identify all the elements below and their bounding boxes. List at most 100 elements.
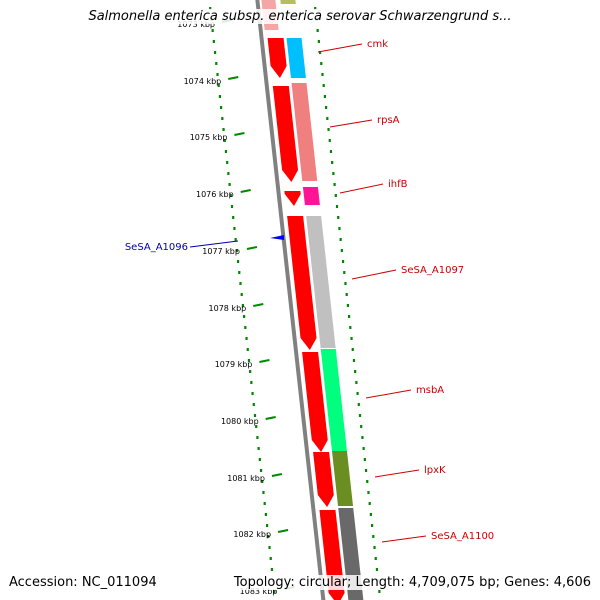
ruler-tick-mark [271, 473, 283, 477]
inner-tick-mark [348, 315, 351, 318]
inner-tick-mark [318, 51, 322, 54]
inner-tick-mark [333, 183, 336, 186]
inner-tick-mark [363, 458, 366, 461]
outer-tick-mark [228, 183, 231, 186]
cds-arrow [272, 86, 299, 182]
outer-tick-mark [261, 480, 264, 483]
outer-tick-mark [232, 216, 235, 219]
outer-tick-mark [224, 150, 228, 153]
accession-label: Accession: NC_011094 [9, 575, 157, 590]
outer-tick-mark [238, 271, 241, 274]
outer-tick-mark [213, 51, 217, 54]
inner-tick-mark [369, 513, 372, 516]
inner-tick-mark [374, 557, 377, 560]
gene-leader-line [381, 535, 427, 543]
outer-tick-mark [252, 403, 255, 406]
gene-label-sesa-a1096: SeSA_A1096 [125, 242, 188, 253]
outer-tick-mark [211, 29, 214, 32]
ruler-tick-mark [259, 359, 270, 363]
cds-arrow [287, 216, 317, 350]
ruler-tick-label: 1083 kbp [240, 587, 278, 596]
inner-tick-mark [316, 29, 319, 32]
outer-tick-mark [255, 425, 258, 428]
outer-tick-mark [270, 568, 274, 571]
ruler-tick-label: 1074 kbp [184, 77, 222, 86]
inner-tick-mark [372, 535, 375, 538]
inner-tick-mark [339, 238, 342, 241]
gene-label-ihfb: ihfB [388, 179, 408, 190]
outer-tick-mark [259, 469, 263, 472]
inner-tick-mark [323, 95, 327, 98]
ruler-tick-label: 1073 kbp [177, 20, 215, 29]
cds-arrow [267, 38, 287, 78]
gene-leader-line [189, 240, 239, 248]
inner-tick-mark [346, 304, 349, 307]
outer-tick-mark [234, 238, 237, 241]
outer-tick-mark [245, 337, 248, 340]
ruler-tick-label: 1079 kbp [215, 360, 253, 369]
outer-tick-mark [223, 139, 226, 142]
gene-labels: cmk rpsA ihfB SeSA_A1097 msbA lpxK SeSA_A1100 S… [125, 39, 494, 543]
gene-block-cmk [286, 38, 306, 78]
inner-tick-mark [375, 568, 379, 571]
inner-tick-mark [327, 128, 330, 131]
gene-label-rpsa: rpsA [377, 115, 400, 126]
cds-arrow [313, 452, 334, 507]
ruler-tick-mark [277, 529, 289, 533]
gene-block [280, 0, 296, 4]
inner-tick-mark [340, 249, 343, 252]
outer-tick-mark [250, 381, 253, 384]
outer-tick-mark [227, 172, 230, 175]
outer-tick-mark [221, 117, 224, 120]
ruler-tick-mark [228, 76, 239, 80]
outer-tick-mark [240, 293, 243, 296]
inner-tick-mark [332, 172, 335, 175]
outer-tick-mark [239, 282, 242, 285]
outer-tick-mark [249, 370, 252, 373]
outer-tick-mark [244, 326, 247, 329]
outer-tick-mark [212, 40, 215, 43]
outer-tick-mark [217, 84, 220, 87]
inner-tick-mark [352, 359, 356, 362]
ruler-tick-label: 1081 kbp [227, 474, 265, 483]
ruler-tick-label: 1077 kbp [202, 247, 240, 256]
gene-leader-line [329, 119, 373, 128]
outer-tick-mark [268, 546, 271, 549]
inner-tick-mark [357, 403, 360, 406]
inner-tick-mark [373, 546, 376, 549]
outer-tick-mark [263, 502, 266, 505]
inner-tick-mark [371, 524, 374, 527]
outer-tick-mark [243, 315, 246, 318]
gene-label-sesa-a1097: SeSA_A1097 [401, 265, 464, 276]
cds-arrow [302, 352, 328, 452]
inner-tick-mark [344, 282, 347, 285]
inner-tick-mark [331, 161, 334, 164]
inner-tick-mark [366, 480, 369, 483]
outer-tick-mark [216, 73, 219, 76]
inner-tick-mark [350, 337, 353, 340]
outer-tick-mark [226, 161, 229, 164]
outer-tick-mark [266, 524, 269, 527]
inner-tick-mark [356, 392, 359, 395]
inner-tick-mark [343, 271, 346, 274]
gene-block-lpxk [331, 451, 354, 506]
outer-tick-mark [230, 205, 234, 208]
inner-tick-mark [321, 73, 324, 76]
inner-tick-mark [378, 590, 381, 593]
inner-tick-mark [320, 62, 323, 65]
gene-arrow-sesa-a1096 [270, 235, 284, 240]
inner-tick-mark [325, 106, 328, 109]
outer-tick-mark [241, 304, 244, 307]
inner-tick-mark [341, 260, 345, 263]
topology-summary: Topology: circular; Length: 4,709,075 bp… [233, 575, 591, 590]
ruler-tick-mark [253, 303, 264, 307]
gene-leader-line [317, 43, 363, 53]
ruler-tick-label: 1076 kbp [196, 190, 234, 199]
outer-tick-mark [220, 106, 223, 109]
ruler-tick-label: 1075 kbp [190, 133, 228, 142]
ruler-tick-mark [246, 246, 258, 250]
inner-tick-mark [367, 491, 370, 494]
outer-tick-mark [253, 414, 257, 417]
gene-block-ihfb [302, 187, 320, 205]
